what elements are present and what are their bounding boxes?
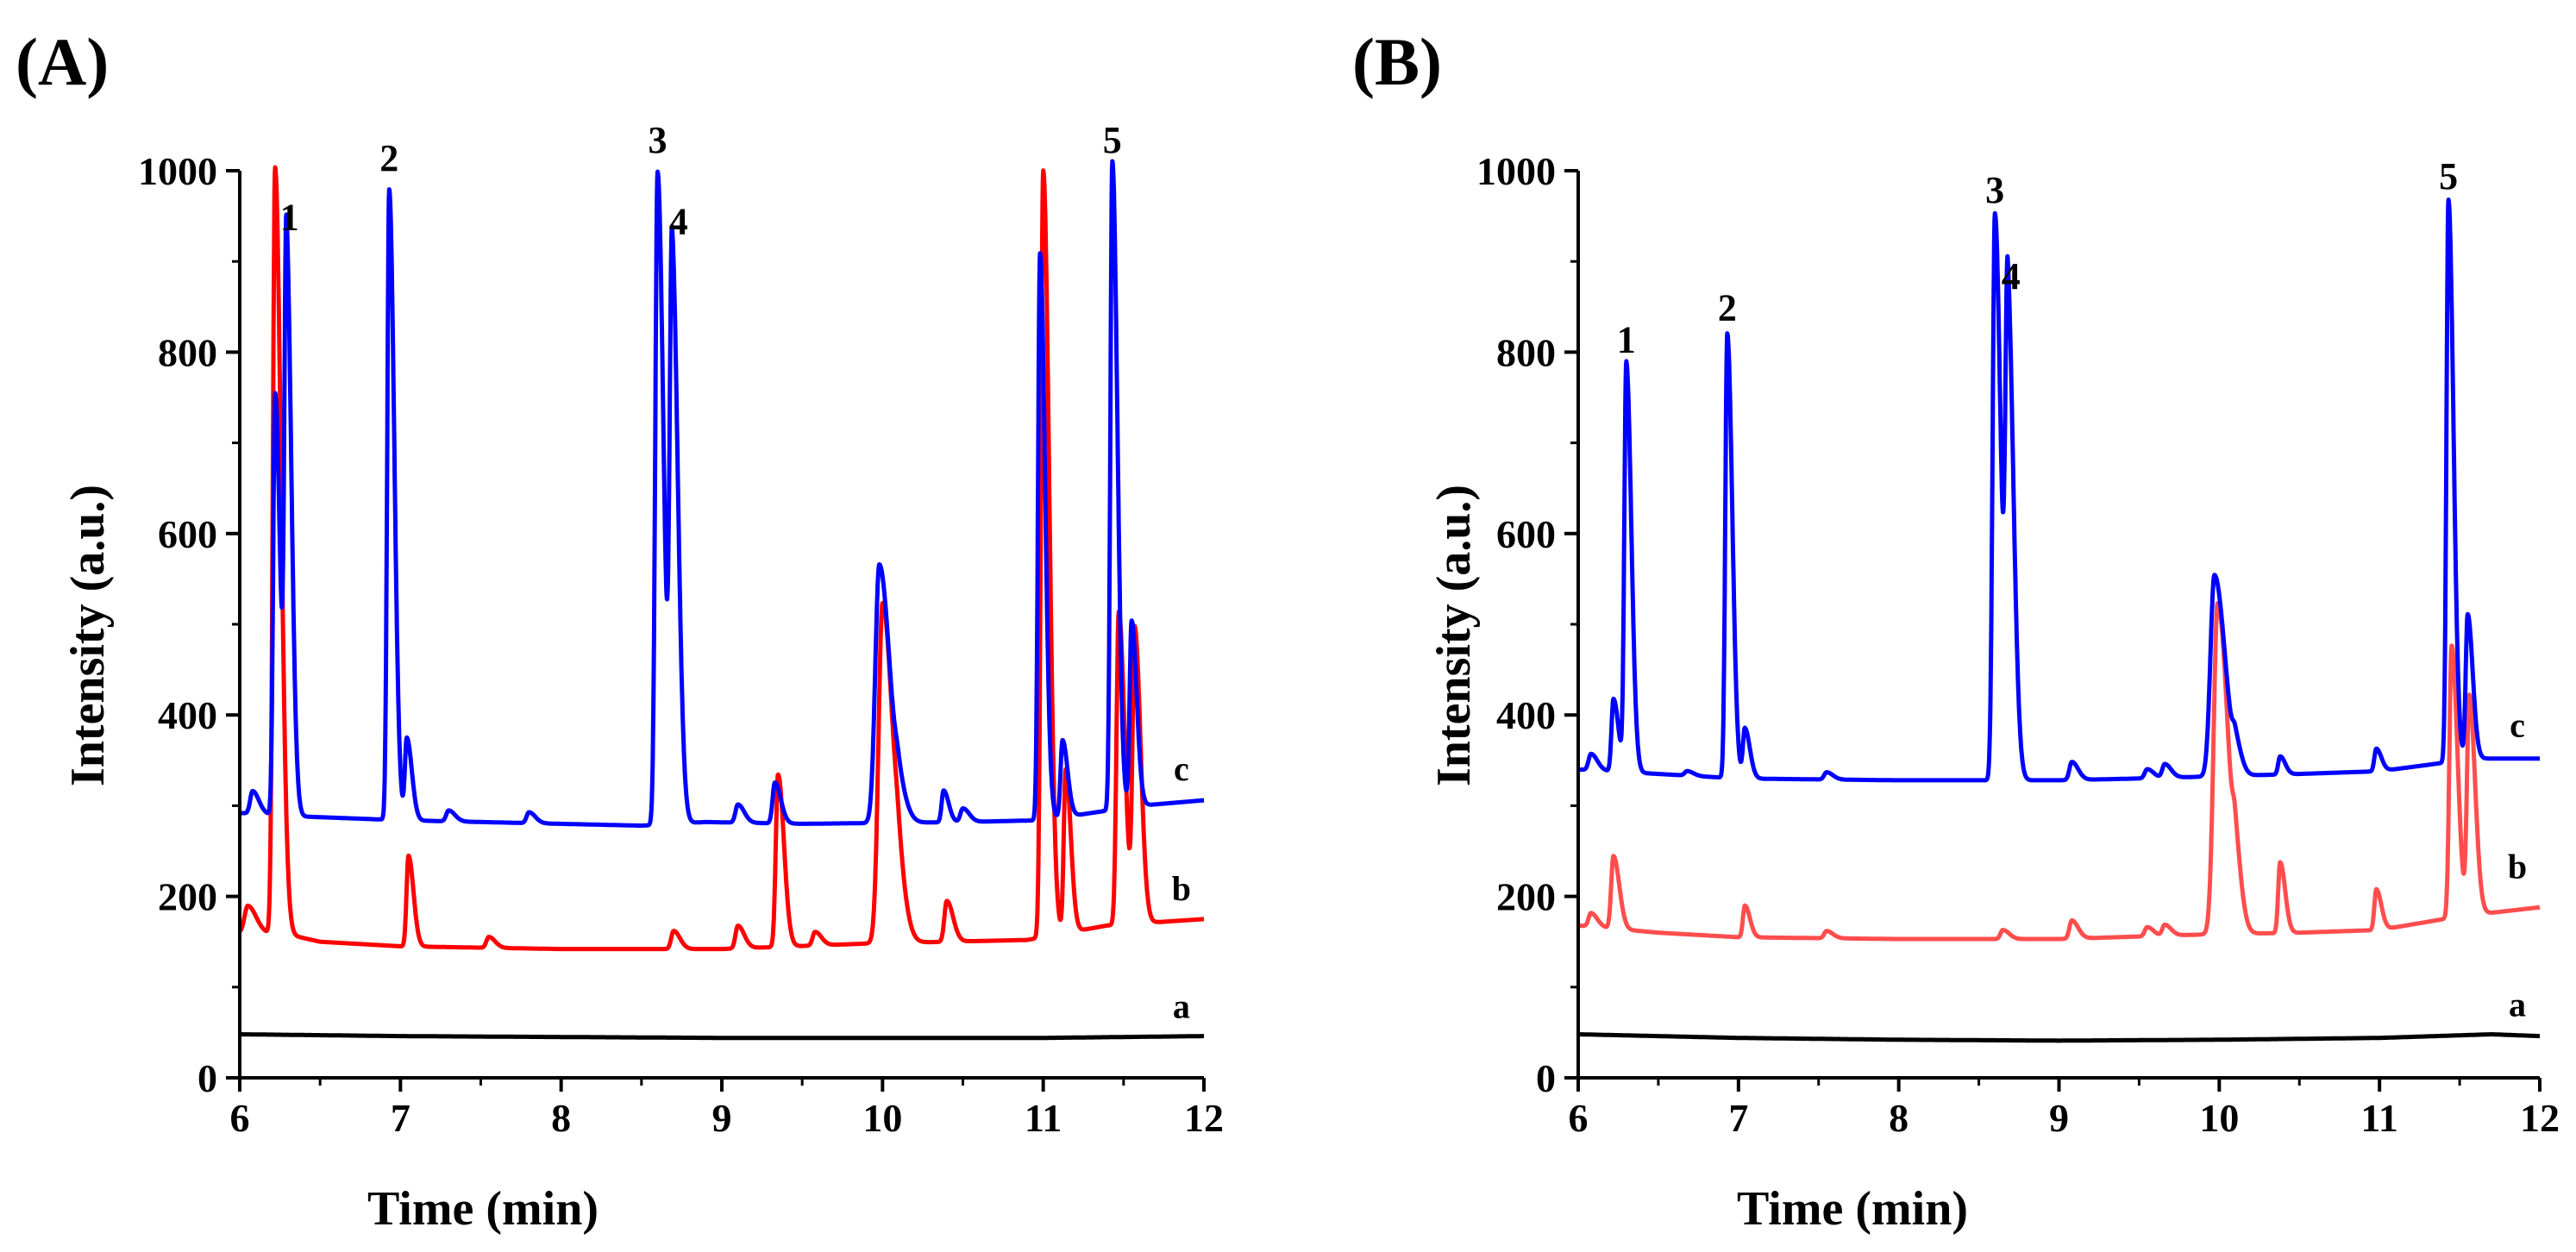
- panel-a-y-tick-label: 1000: [138, 149, 217, 193]
- panel-a-peak-label-2: 2: [379, 137, 398, 179]
- panel-b-label: (B): [1352, 24, 1442, 99]
- panel-b-x-tick-label: 7: [1728, 1096, 1748, 1140]
- panel-a-y-axis-title: Intensity (a.u.): [61, 485, 115, 786]
- panel-b-peak-label-3: 3: [1985, 169, 2004, 211]
- panel-b-x-tick-label: 9: [2049, 1096, 2069, 1140]
- panel-a: (A) Time (min) Intensity (a.u.) 6 7 8 9 10 11…: [16, 24, 1224, 1236]
- panel-b-peak-label-1: 1: [1617, 318, 1636, 360]
- panel-b-x-axis-title: Time (min): [1737, 1182, 1968, 1236]
- panel-b-y-axis-title: Intensity (a.u.): [1427, 485, 1481, 786]
- panel-a-trace-b: [237, 165, 1207, 952]
- panel-b-trace-c: [1576, 197, 2542, 783]
- panel-b-trace-label-c: c: [2510, 705, 2525, 744]
- panel-b-y-tick-label: 1000: [1476, 149, 1556, 193]
- panel-b-trace-label-a: a: [2509, 985, 2526, 1024]
- panel-b-peak-label-4: 4: [2002, 255, 2021, 297]
- panel-a-x-tick-label: 11: [1025, 1096, 1062, 1140]
- panel-a-x-tick-label: 12: [1184, 1096, 1224, 1140]
- panel-a-y-tick-label: 400: [158, 693, 217, 737]
- panel-b-peak-label-2: 2: [1718, 287, 1737, 329]
- panel-b-trace-a: [1576, 1032, 2542, 1043]
- panel-a-x-tick-label: 6: [230, 1096, 250, 1140]
- panel-a-trace-label-c: c: [1174, 749, 1189, 788]
- panel-a-x-tick-label: 10: [862, 1096, 902, 1140]
- panel-a-y-tick-label: 0: [197, 1056, 217, 1100]
- panel-b-x-tick-label: 10: [2199, 1096, 2239, 1140]
- panel-a-x-tick-label: 9: [712, 1096, 732, 1140]
- panel-b: (B) Time (min) Intensity (a.u.) 6 7 8 9 10 11…: [1352, 24, 2560, 1236]
- panel-a-peak-label-4: 4: [669, 201, 688, 243]
- panel-a-x-axis-title: Time (min): [367, 1182, 599, 1236]
- panel-b-peak-label-5: 5: [2439, 155, 2458, 197]
- panel-b-x-tick-label: 6: [1569, 1096, 1589, 1140]
- panel-a-label: (A): [16, 24, 109, 99]
- panel-b-trace-b: [1576, 601, 2542, 942]
- panel-b-y-tick-label: 200: [1496, 875, 1556, 919]
- panel-b-trace-label-b: b: [2508, 848, 2527, 886]
- panel-a-trace-label-a: a: [1173, 987, 1190, 1026]
- panel-a-peak-label-1: 1: [280, 196, 299, 238]
- panel-a-trace-a: [237, 1032, 1207, 1041]
- panel-b-y-tick-label: 600: [1496, 512, 1556, 556]
- panel-a-trace-label-b: b: [1172, 869, 1191, 908]
- panel-a-peak-label-3: 3: [648, 119, 667, 161]
- panel-a-y-tick-label: 600: [158, 512, 217, 556]
- panel-a-y-tick-label: 200: [158, 875, 217, 919]
- panel-b-y-tick-label: 0: [1536, 1056, 1556, 1100]
- panel-a-x-tick-label: 7: [391, 1096, 411, 1140]
- panel-a-y-tick-label: 800: [158, 330, 217, 374]
- panel-a-x-tick-label: 8: [551, 1096, 571, 1140]
- panel-b-x-tick-label: 11: [2360, 1096, 2397, 1140]
- panel-b-x-tick-label: 8: [1889, 1096, 1908, 1140]
- panel-b-y-tick-label: 400: [1496, 693, 1556, 737]
- panel-a-peak-label-5: 5: [1103, 119, 1122, 161]
- panel-b-y-tick-label: 800: [1496, 330, 1556, 374]
- panel-b-x-tick-label: 12: [2520, 1096, 2560, 1140]
- panel-a-trace-c: [237, 159, 1207, 828]
